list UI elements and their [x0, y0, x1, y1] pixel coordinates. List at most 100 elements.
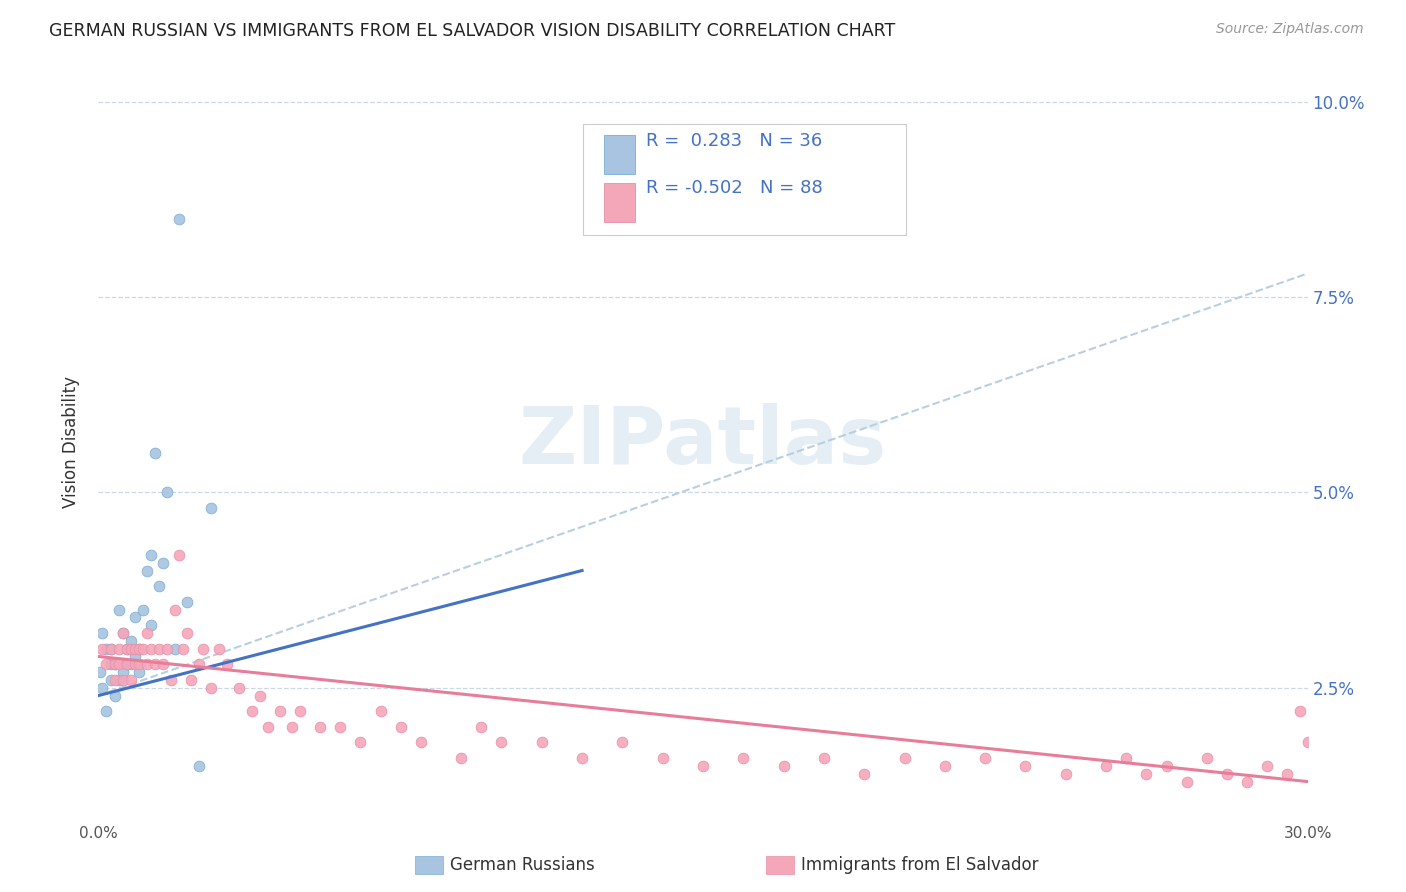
Point	[1385, 782, 1406, 797]
Point	[103, 657, 125, 672]
Point	[100, 641, 122, 656]
Point	[107, 602, 129, 616]
Point	[813, 751, 835, 765]
Point	[1398, 774, 1406, 789]
Point	[115, 641, 138, 656]
Point	[143, 446, 166, 460]
Point	[329, 720, 352, 734]
Point	[1175, 774, 1198, 789]
Point	[111, 626, 134, 640]
Point	[1115, 751, 1137, 765]
Point	[100, 673, 122, 687]
Point	[200, 681, 222, 695]
Text: Source: ZipAtlas.com: Source: ZipAtlas.com	[1216, 22, 1364, 37]
Point	[120, 673, 142, 687]
Point	[651, 751, 673, 765]
Point	[1095, 759, 1118, 773]
Point	[1277, 766, 1299, 780]
Point	[103, 673, 125, 687]
Point	[163, 641, 186, 656]
Point	[193, 641, 215, 656]
Point	[1337, 766, 1360, 780]
Point	[1296, 735, 1319, 749]
Point	[128, 641, 150, 656]
Point	[103, 689, 125, 703]
Point	[148, 579, 170, 593]
Point	[167, 548, 190, 562]
Point	[571, 751, 593, 765]
Point	[107, 657, 129, 672]
Point	[111, 673, 134, 687]
Point	[124, 649, 146, 664]
Point	[124, 610, 146, 624]
Point	[530, 735, 553, 749]
Point	[120, 633, 142, 648]
Point	[115, 657, 138, 672]
Point	[100, 641, 122, 656]
Point	[100, 657, 122, 672]
Point	[167, 211, 190, 226]
Point	[1014, 759, 1036, 773]
Point	[135, 657, 157, 672]
Point	[1256, 759, 1278, 773]
Point	[91, 641, 114, 656]
Point	[612, 735, 634, 749]
Point	[370, 704, 392, 718]
Point	[1316, 759, 1339, 773]
Point	[91, 681, 114, 695]
Point	[128, 657, 150, 672]
Point	[124, 657, 146, 672]
Point	[139, 641, 162, 656]
Point	[1288, 704, 1310, 718]
Point	[139, 618, 162, 632]
Point	[1216, 766, 1239, 780]
Point	[107, 641, 129, 656]
Text: R = -0.502   N = 88: R = -0.502 N = 88	[647, 179, 823, 197]
Point	[470, 720, 492, 734]
Y-axis label: Vision Disability: Vision Disability	[62, 376, 80, 508]
Point	[349, 735, 371, 749]
Point	[1329, 774, 1351, 789]
Point	[491, 735, 513, 749]
Point	[228, 681, 250, 695]
Text: GERMAN RUSSIAN VS IMMIGRANTS FROM EL SALVADOR VISION DISABILITY CORRELATION CHAR: GERMAN RUSSIAN VS IMMIGRANTS FROM EL SAL…	[49, 22, 896, 40]
Point	[107, 673, 129, 687]
Point	[240, 704, 263, 718]
Point	[1135, 766, 1157, 780]
Point	[1376, 766, 1399, 780]
Point	[176, 626, 198, 640]
Point	[152, 657, 174, 672]
Point	[139, 548, 162, 562]
Point	[135, 564, 157, 578]
Point	[1195, 751, 1218, 765]
Point	[156, 485, 179, 500]
Point	[180, 673, 202, 687]
Point	[853, 766, 876, 780]
Point	[120, 657, 142, 672]
Point	[152, 556, 174, 570]
Point	[1156, 759, 1178, 773]
Point	[188, 657, 211, 672]
Point	[389, 720, 412, 734]
Point	[288, 704, 311, 718]
Point	[96, 704, 118, 718]
Point	[103, 657, 125, 672]
Point	[217, 657, 239, 672]
Point	[1236, 774, 1258, 789]
Point	[309, 720, 332, 734]
Point	[893, 751, 915, 765]
Text: German Russians: German Russians	[450, 856, 595, 874]
Point	[692, 759, 714, 773]
Point	[111, 626, 134, 640]
Point	[96, 641, 118, 656]
Point	[1344, 751, 1367, 765]
Point	[135, 626, 157, 640]
Point	[156, 641, 179, 656]
Text: R =  0.283   N = 36: R = 0.283 N = 36	[647, 132, 823, 150]
Point	[111, 665, 134, 680]
Point	[115, 657, 138, 672]
Point	[132, 602, 155, 616]
Text: ZIPatlas: ZIPatlas	[519, 402, 887, 481]
Point	[128, 665, 150, 680]
Point	[450, 751, 472, 765]
